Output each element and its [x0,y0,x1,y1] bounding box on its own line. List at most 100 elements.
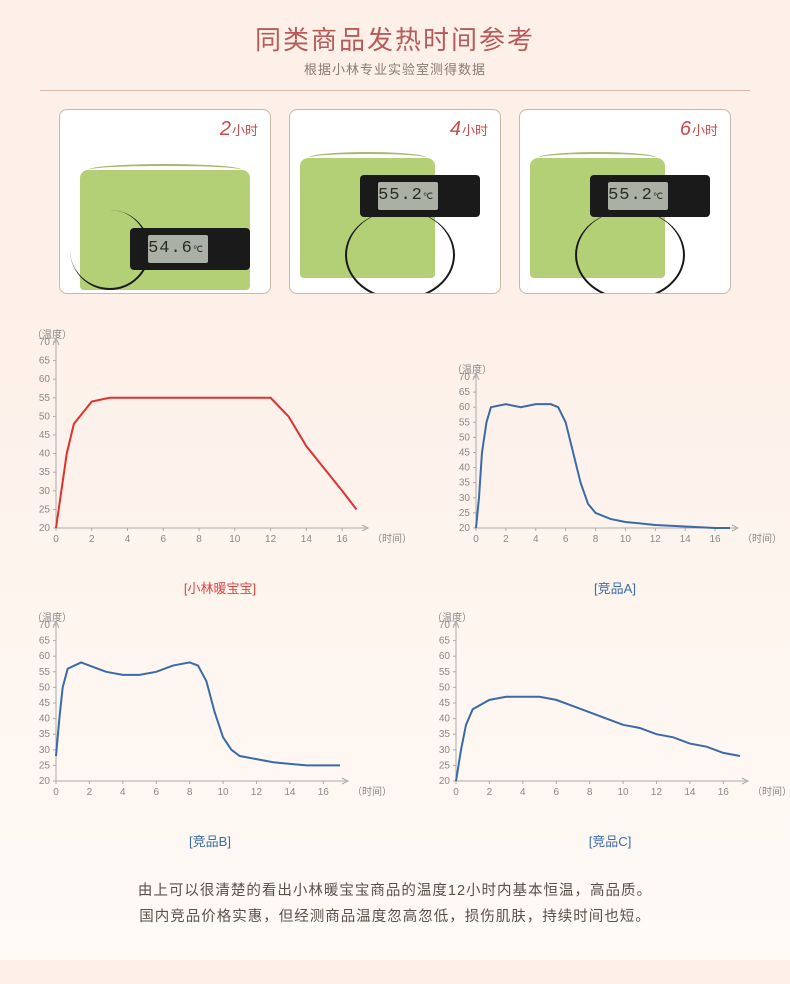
svg-text:16: 16 [318,787,330,798]
svg-text:50: 50 [439,682,451,693]
footer-line2: 国内竞品价格实惠，但经测商品温度忽高忽低，损伤肌肤，持续时间也短。 [0,904,790,930]
svg-text:55: 55 [39,667,51,678]
chart-compC: （温度）20253035404550556065700246810121416（… [420,607,790,850]
svg-text:25: 25 [459,508,471,519]
svg-text:65: 65 [39,356,51,367]
svg-text:55: 55 [459,417,471,428]
svg-text:16: 16 [709,534,721,545]
svg-text:4: 4 [533,534,539,545]
time-label: 6小时 [680,118,718,141]
svg-text:50: 50 [459,432,471,443]
time-label: 4小时 [450,118,488,141]
svg-text:30: 30 [39,745,51,756]
page-subtitle: 根据小林专业实验室测得数据 [0,59,790,78]
svg-text:14: 14 [684,787,696,798]
svg-text:14: 14 [301,534,313,545]
thermometer-device: 54.6℃ [130,228,250,270]
hours-value: 2 [220,118,231,140]
svg-text:12: 12 [251,787,263,798]
svg-text:4: 4 [520,787,526,798]
svg-text:70: 70 [439,620,451,631]
svg-text:35: 35 [39,729,51,740]
svg-text:25: 25 [439,760,451,771]
chart-label: [竞品C] [420,831,790,850]
svg-text:12: 12 [651,787,663,798]
svg-text:8: 8 [187,787,193,798]
svg-text:10: 10 [229,534,241,545]
footer-text: 由上可以很清楚的看出小林暖宝宝商品的温度12小时内基本恒温，高品质。 国内竞品价… [0,878,790,930]
thermometer-device: 55.2℃ [590,175,710,217]
lcd-reading: 54.6℃ [148,235,208,263]
product-comparison-page: 同类商品发热时间参考 根据小林专业实验室测得数据 2小时 54.6℃ 4小时 5… [0,0,790,960]
svg-text:45: 45 [39,430,51,441]
svg-text:45: 45 [439,698,451,709]
svg-text:8: 8 [593,534,599,545]
svg-text:25: 25 [39,504,51,515]
svg-text:0: 0 [453,787,459,798]
svg-text:12: 12 [650,534,662,545]
svg-text:0: 0 [53,787,59,798]
thermometer-photos-row: 2小时 54.6℃ 4小时 55.2℃ 6小时 55.2 [0,109,790,294]
svg-text:2: 2 [503,534,509,545]
svg-text:6: 6 [563,534,569,545]
svg-text:12: 12 [265,534,277,545]
divider [40,90,750,91]
chart-compA: （温度）20253035404550556065700246810121416（… [440,359,790,597]
hours-value: 4 [450,118,461,140]
svg-text:10: 10 [217,787,229,798]
chart-label: [竞品A] [440,578,790,597]
svg-text:30: 30 [459,493,471,504]
svg-text:2: 2 [487,787,493,798]
lcd-reading: 55.2℃ [378,182,438,210]
svg-text:60: 60 [39,651,51,662]
svg-text:4: 4 [125,534,131,545]
svg-text:30: 30 [39,486,51,497]
photo-card-6h: 6小时 55.2℃ [519,109,731,294]
svg-text:65: 65 [439,636,451,647]
chart-main: （温度）20253035404550556065700246810121416（… [20,324,420,597]
svg-text:35: 35 [439,729,451,740]
thermometer-device: 55.2℃ [360,175,480,217]
page-title: 同类商品发热时间参考 [0,20,790,57]
svg-text:50: 50 [39,682,51,693]
svg-text:40: 40 [39,449,51,460]
photo-card-4h: 4小时 55.2℃ [289,109,501,294]
svg-text:55: 55 [39,393,51,404]
svg-text:70: 70 [39,337,51,348]
svg-text:45: 45 [459,448,471,459]
svg-text:8: 8 [196,534,202,545]
svg-text:14: 14 [680,534,692,545]
svg-text:55: 55 [439,667,451,678]
svg-text:（时间）: （时间） [352,785,392,798]
svg-text:（时间）: （时间） [372,532,412,545]
svg-text:65: 65 [459,387,471,398]
hours-unit: 小时 [692,123,718,138]
footer-line1: 由上可以很清楚的看出小林暖宝宝商品的温度12小时内基本恒温，高品质。 [0,878,790,904]
svg-text:40: 40 [39,714,51,725]
svg-text:35: 35 [39,467,51,478]
svg-text:70: 70 [459,372,471,383]
svg-text:4: 4 [120,787,126,798]
svg-text:6: 6 [153,787,159,798]
hours-unit: 小时 [462,123,488,138]
svg-text:30: 30 [439,745,451,756]
svg-text:70: 70 [39,620,51,631]
svg-text:8: 8 [587,787,593,798]
svg-text:20: 20 [439,776,451,787]
svg-text:20: 20 [459,523,471,534]
charts-row-top: （温度）20253035404550556065700246810121416（… [0,324,790,597]
svg-text:20: 20 [39,523,51,534]
charts-row-bottom: （温度）20253035404550556065700246810121416（… [0,607,790,850]
time-label: 2小时 [220,118,258,141]
svg-text:20: 20 [39,776,51,787]
svg-text:2: 2 [89,534,95,545]
wire [575,210,685,294]
chart-label: [小林暖宝宝] [20,578,420,597]
svg-text:60: 60 [439,651,451,662]
svg-text:40: 40 [459,463,471,474]
hours-value: 6 [680,118,691,140]
svg-text:45: 45 [39,698,51,709]
svg-text:16: 16 [718,787,730,798]
svg-text:14: 14 [284,787,296,798]
svg-text:35: 35 [459,478,471,489]
